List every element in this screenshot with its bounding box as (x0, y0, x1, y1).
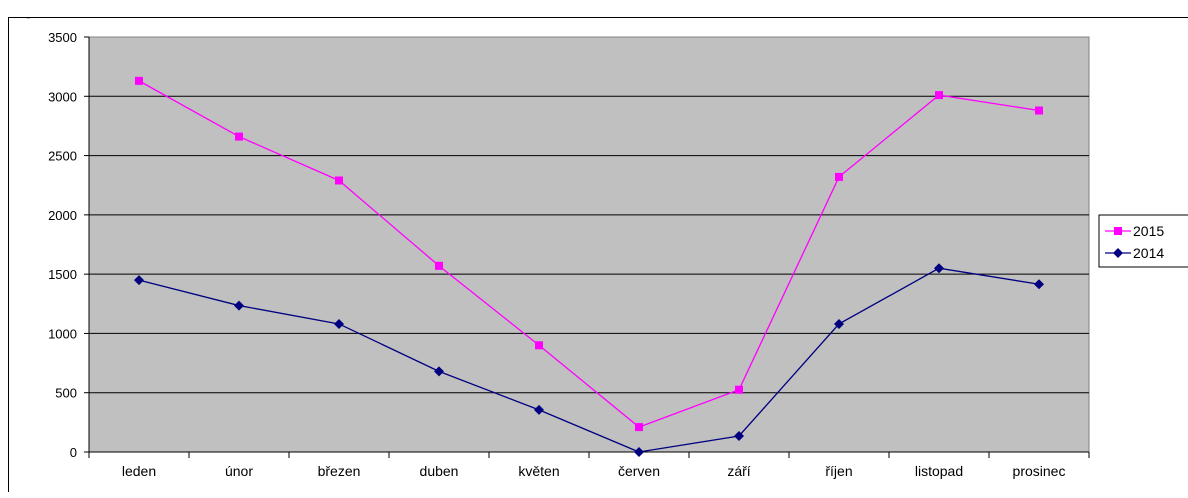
data-point (935, 91, 943, 100)
data-point (834, 318, 844, 329)
data-point (635, 423, 643, 432)
y-tick-label: 1500 (48, 267, 77, 282)
y-tick-label: 1000 (48, 326, 77, 341)
series-line (138, 80, 1040, 428)
data-point (835, 172, 843, 181)
data-point (734, 430, 744, 441)
y-axis: 0 500 1000 1500 2000 2500 3000 3500 (48, 30, 90, 460)
y-tick-label: 3000 (48, 89, 77, 104)
data-point (235, 132, 243, 141)
series-2014 (134, 263, 1044, 457)
legend-box (1098, 214, 1188, 268)
x-tick-label: leden (122, 463, 156, 479)
x-axis: leden únor březen duben květen červen září říje… (88, 451, 1090, 479)
y-tick-label: 0 (70, 445, 77, 460)
legend-item-2015[interactable]: 2015 (1105, 223, 1164, 239)
data-point (434, 366, 444, 377)
data-point (534, 404, 544, 415)
data-point (535, 341, 543, 350)
data-point (234, 300, 244, 311)
plot-area (88, 36, 1090, 453)
series-2015 (135, 76, 1043, 432)
data-point (135, 76, 143, 85)
data-point (634, 447, 644, 457)
data-point (1034, 279, 1044, 290)
data-point (134, 275, 144, 286)
y-tick-label: 2000 (48, 208, 77, 223)
line-chart: 0 500 1000 1500 2000 2500 3000 3500 leden únor bř… (20, 9, 1188, 479)
data-point (735, 385, 743, 394)
x-tick-label: květen (518, 463, 559, 479)
data-point (934, 263, 944, 274)
y-tick-label: 2500 (48, 149, 77, 164)
legend-label: 2015 (1133, 223, 1164, 239)
legend-item-2014[interactable]: 2014 (1105, 245, 1164, 261)
data-point (335, 176, 343, 185)
y-tick-label: 3500 (48, 30, 77, 45)
x-tick-label: září (727, 463, 750, 479)
legend-label: 2014 (1133, 245, 1164, 261)
y-tick-label: 500 (55, 386, 77, 401)
legend-marker (1114, 227, 1122, 235)
x-tick-label: říjen (825, 463, 852, 479)
x-tick-label: prosinec (1013, 463, 1066, 479)
gridlines (89, 95, 1089, 394)
x-tick-label: duben (420, 463, 459, 479)
chart-frame: 0 500 1000 1500 2000 2500 3000 3500 leden únor bř… (8, 9, 1188, 492)
series-line (138, 267, 1040, 453)
data-point (435, 261, 443, 270)
legend-marker (1113, 248, 1123, 258)
data-point (1035, 106, 1043, 115)
x-tick-label: červen (618, 463, 660, 479)
x-tick-label: březen (318, 463, 361, 479)
series-layer (134, 76, 1044, 457)
legend[interactable]: 2015 2014 (1098, 214, 1188, 268)
x-tick-label: únor (225, 463, 253, 479)
data-point (334, 318, 344, 329)
x-tick-label: listopad (915, 463, 963, 479)
